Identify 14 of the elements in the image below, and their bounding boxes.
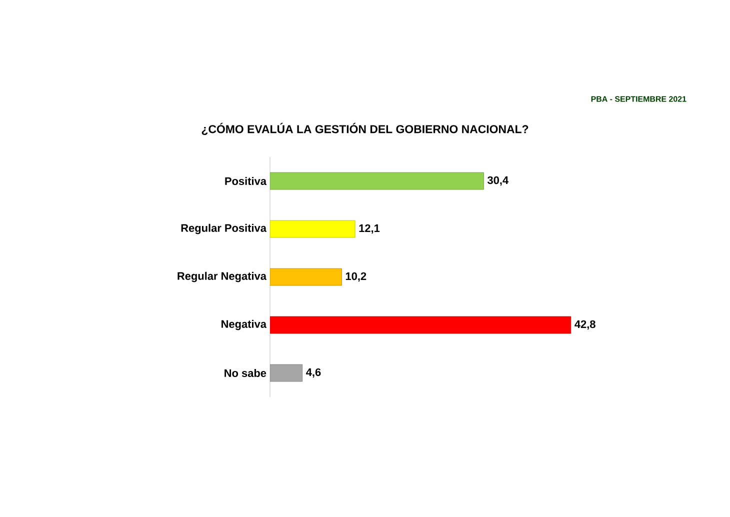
data-label: 4,6: [306, 368, 321, 378]
y-tick-label: Regular Positiva: [181, 224, 267, 234]
data-label: 10,2: [346, 272, 366, 282]
y-tick-label: Positiva: [225, 176, 267, 186]
bar: [270, 172, 484, 190]
data-label: 30,4: [487, 176, 509, 186]
data-label: 42,8: [574, 320, 596, 330]
y-tick-label: No sabe: [224, 368, 266, 378]
y-tick-label: Negativa: [222, 320, 267, 330]
bar: [270, 220, 356, 238]
chart-title: ¿CÓMO EVALÚA LA GESTIÓN DEL GOBIERNO NACIONAL?: [202, 122, 528, 136]
data-label: 12,1: [359, 224, 380, 234]
bar: [270, 268, 342, 286]
y-tick-label: Regular Negativa: [178, 272, 267, 282]
